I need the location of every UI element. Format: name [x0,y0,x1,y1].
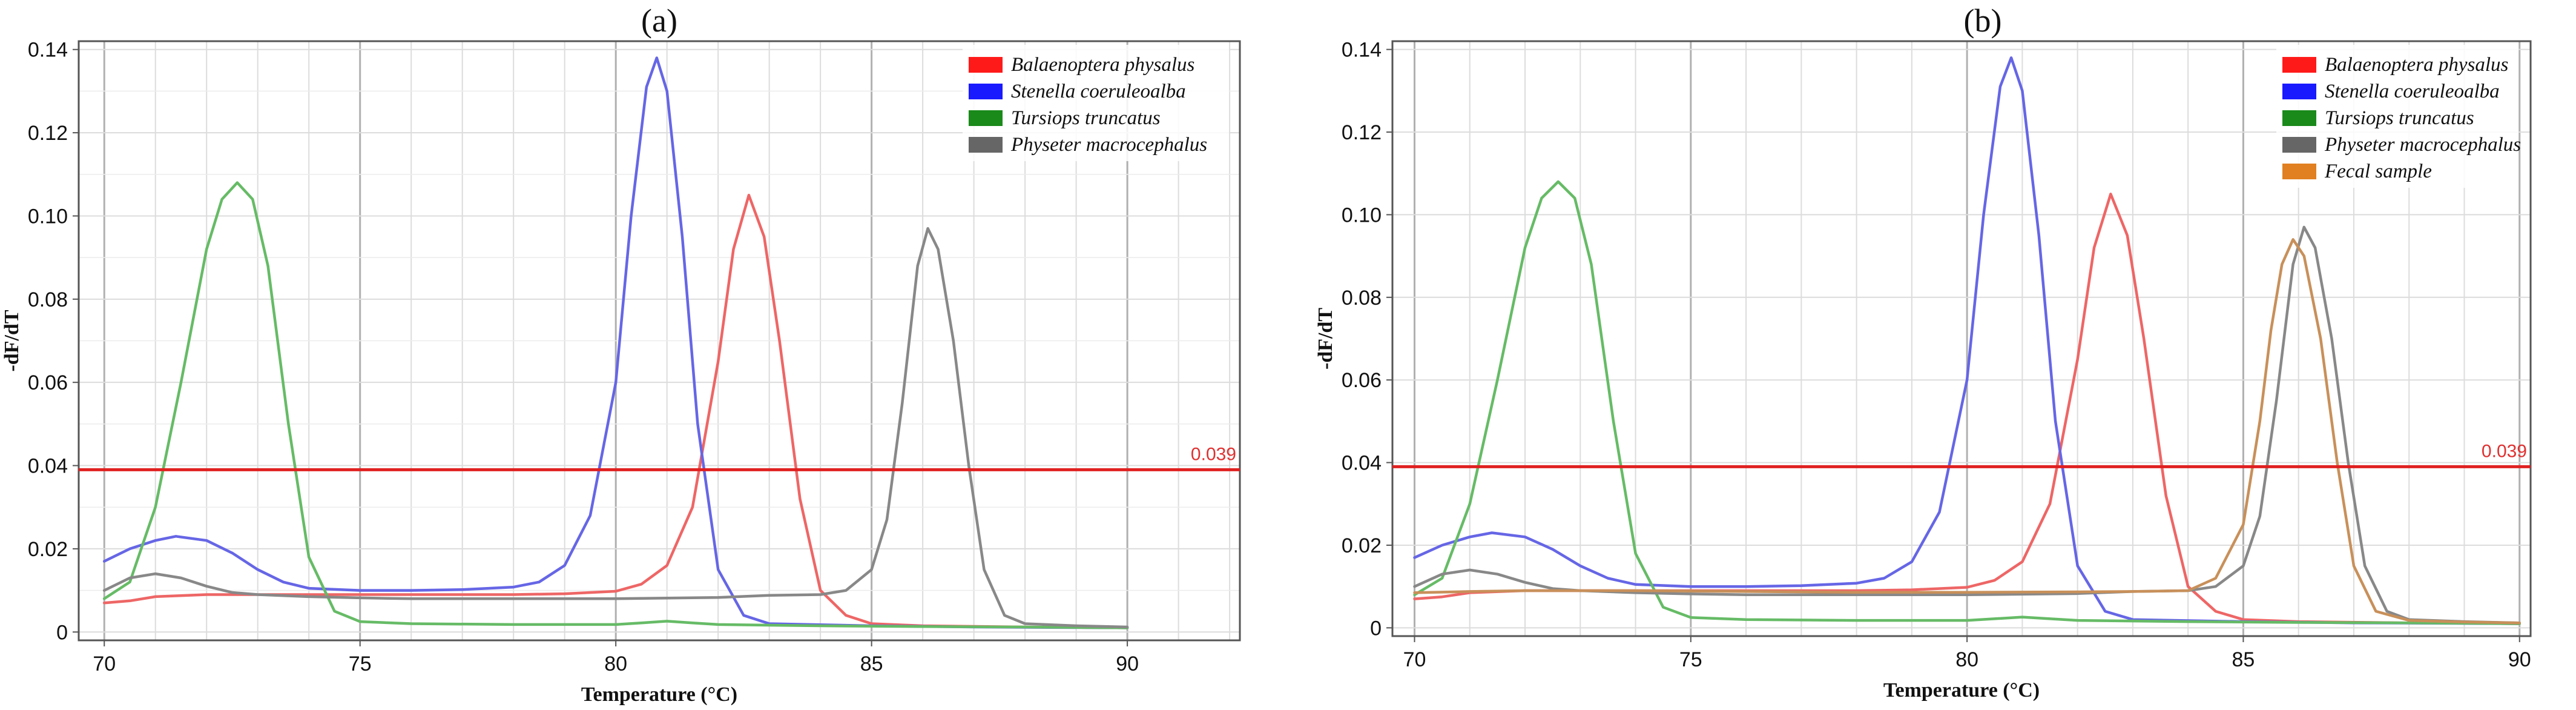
panel-a-ytick-label: 0.02 [28,538,68,561]
panel-a-axes-frame [77,40,1241,642]
panel-a-legend-label-balaenoptera-physalus: Balaenoptera physalus [1011,54,1194,76]
panel-b-legend-label-stenella-coeruleoalba: Stenella coeruleoalba [2325,81,2500,102]
panel-b-legend-background [2276,45,2518,188]
panel-b-y-axis-label: -dF/dT [1314,308,1337,370]
panel-b-legend-swatch-physeter-macrocephalus [2282,137,2316,153]
panel-a-legend-label-physeter-macrocephalus: Physeter macrocephalus [1010,134,1207,156]
panel-a-legend-label-tursiops-truncatus: Tursiops truncatus [1011,107,1161,129]
panel-a-xtick-label: 85 [860,652,883,675]
panel-a-series-physeter-macrocephalus [102,227,1129,629]
panel-a-legend-swatch-stenella-coeruleoalba [969,84,1003,99]
panel-a-legend-swatch-balaenoptera-physalus [969,57,1003,73]
panel-a-y-axis-label: -dF/dT [1,310,23,371]
panel-b-ytick-label: 0.04 [1342,452,1382,475]
panel-a-x-axis-label: Temperature (°C) [581,683,737,706]
panel-a-ytick-label: 0.14 [28,39,68,62]
panel-b-legend-label-fecal-sample: Fecal sample [2324,161,2432,182]
panel-b-ytick-label: 0.12 [1342,121,1382,144]
panel-a-xtick-label: 70 [93,652,116,675]
panel-b-x-axis-label: Temperature (°C) [1883,679,2040,702]
panel-a-legend: Balaenoptera physalus Stenella coeruleoal… [963,45,1229,161]
panel-a-xtick-label: 80 [604,652,627,675]
panel-a-series-tursiops-truncatus [102,181,1129,629]
panel-b-xtick-label: 75 [1679,648,1702,671]
panel-b-series-tursiops-truncatus [1413,180,2521,625]
panel-a-ytick-label: 0.06 [28,371,68,394]
panel-a-legend-background [963,45,1229,161]
panel-b-ytick-label: 0.08 [1342,287,1382,310]
panel-a-chart: 0 0.02 0.04 0.06 0.08 0.10 0.12 0.14 70 75 80 85 90 T… [1,2,1241,706]
panel-b-axes-frame [1391,40,2532,637]
panel-b-legend-swatch-fecal-sample [2282,164,2316,179]
panel-a-threshold-label: 0.039 [1191,444,1236,464]
panel-a-ytick-label: 0.08 [28,288,68,311]
panel-a-legend-swatch-physeter-macrocephalus [969,137,1003,153]
panel-a-ytick-label: 0.10 [28,205,68,228]
panel-b-legend-swatch-tursiops-truncatus [2282,110,2316,126]
panel-a-ytick-label: 0.04 [28,455,68,478]
panel-b-legend-label-physeter-macrocephalus: Physeter macrocephalus [2324,134,2521,156]
panel-b-series-group [1413,56,2521,625]
panel-a-series-group [102,56,1129,629]
panel-a-xtick-label: 75 [349,652,372,675]
panel-a-legend-swatch-tursiops-truncatus [969,110,1003,126]
panel-b-ytick-label: 0 [1370,617,1382,640]
panel-b-xtick-label: 90 [2508,648,2531,671]
panel-a-series-stenella-coeruleoalba [102,56,1129,629]
panel-b-series-stenella-coeruleoalba [1413,56,2521,625]
panel-b-ytick-label: 0.14 [1342,39,1382,62]
panel-b-ytick-label: 0.10 [1342,204,1382,227]
panel-a-title: (a) [641,2,677,39]
panel-b-xtick-label: 70 [1403,648,1426,671]
panel-b-chart: 0 0.02 0.04 0.06 0.08 0.10 0.12 0.14 70 75 80 85 90 T… [1314,2,2532,702]
panel-b-legend-swatch-balaenoptera-physalus [2282,57,2316,73]
panel-b-legend: Balaenoptera physalus Stenella coeruleoal… [2276,45,2521,188]
panel-b-threshold-label: 0.039 [2482,441,2527,461]
panel-b-ytick-label: 0.02 [1342,534,1382,557]
panel-b-ytick-label: 0.06 [1342,369,1382,392]
panel-b-legend-label-balaenoptera-physalus: Balaenoptera physalus [2325,54,2508,76]
panel-b-legend-swatch-stenella-coeruleoalba [2282,84,2316,99]
panel-a-xtick-label: 90 [1116,652,1139,675]
panel-b-title: (b) [1964,2,2002,39]
panel-a-ytick-label: 0 [56,621,68,644]
panel-b-series-fecal-sample [1413,238,2521,625]
panel-a-legend-label-stenella-coeruleoalba: Stenella coeruleoalba [1011,81,1186,102]
panel-b-xtick-label: 85 [2232,648,2255,671]
panel-b-legend-label-tursiops-truncatus: Tursiops truncatus [2325,107,2474,129]
panel-a-ytick-label: 0.12 [28,122,68,145]
panel-b-xtick-label: 80 [1955,648,1978,671]
